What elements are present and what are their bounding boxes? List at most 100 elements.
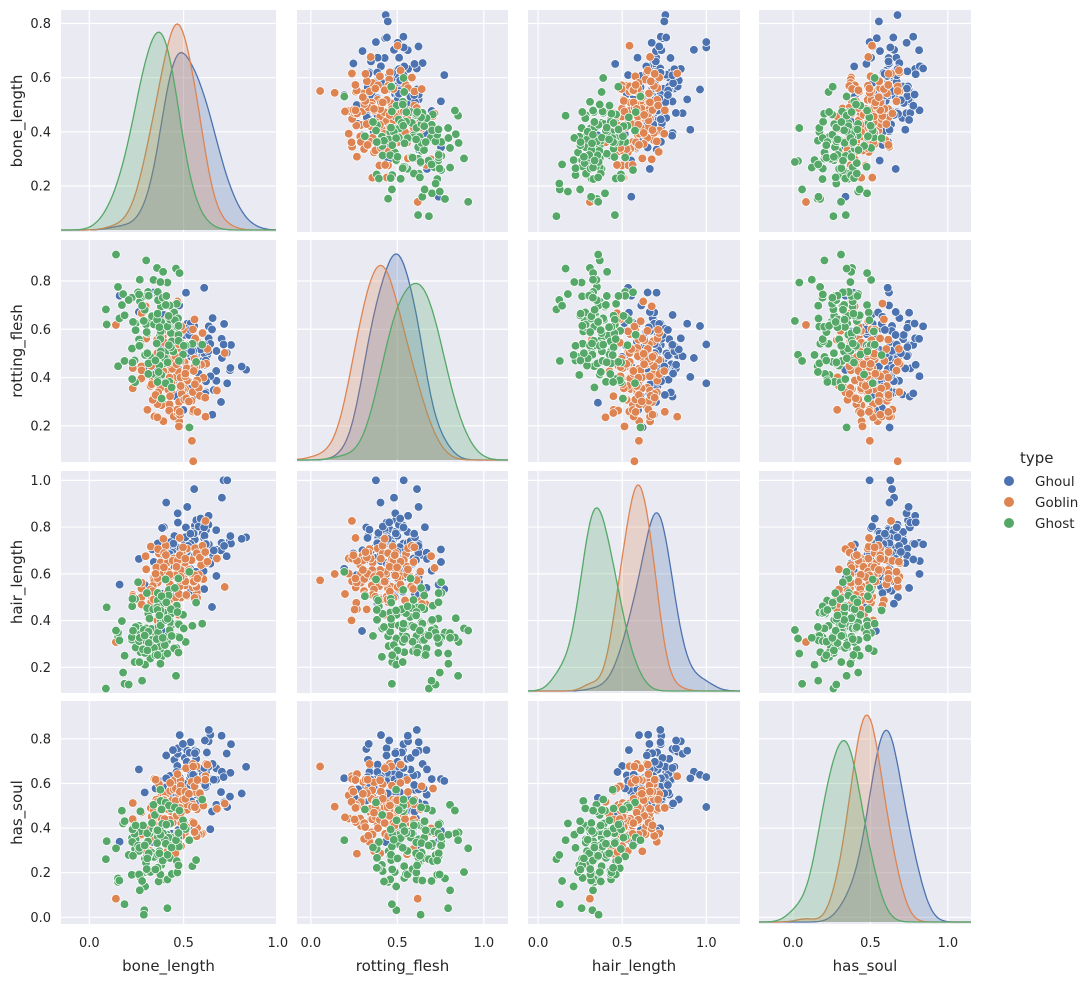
point-ghost (386, 597, 396, 608)
point-goblin (350, 105, 361, 115)
point-ghost (846, 152, 857, 162)
point-ghost (831, 317, 841, 327)
point-ghoul (885, 42, 895, 53)
point-goblin (340, 589, 350, 599)
point-ghoul (202, 747, 212, 758)
point-ghost (156, 591, 167, 601)
point-ghost (862, 632, 872, 643)
point-ghost (372, 137, 382, 147)
point-ghost (173, 647, 184, 658)
point-ghoul (701, 378, 711, 388)
point-ghoul (642, 287, 653, 298)
point-ghost (601, 300, 611, 310)
point-goblin (200, 516, 211, 526)
point-goblin (315, 761, 325, 772)
panel-bone_length-vs-hair_length (528, 10, 740, 232)
point-goblin (362, 76, 372, 86)
point-ghoul (909, 89, 920, 100)
point-goblin (894, 557, 904, 567)
point-ghoul (701, 802, 711, 812)
point-ghost (613, 291, 624, 301)
point-ghoul (211, 525, 221, 535)
point-goblin (181, 590, 191, 600)
point-ghost (161, 300, 171, 310)
point-ghoul (875, 46, 885, 56)
point-ghoul (222, 378, 232, 388)
point-ghost (172, 607, 183, 617)
point-ghoul (665, 53, 676, 63)
point-ghost (111, 843, 121, 853)
panel-bone_length-vs-has_soul (759, 10, 971, 232)
point-ghost (870, 619, 880, 629)
point-ghoul (864, 475, 875, 485)
legend-label-ghoul: Ghoul (1035, 474, 1075, 490)
point-ghoul (892, 532, 903, 542)
panel-hair_length-vs-has_soul (759, 471, 971, 694)
point-ghost (593, 317, 603, 327)
point-ghoul (216, 397, 226, 407)
point-goblin (629, 456, 640, 466)
point-ghost (166, 842, 177, 853)
point-ghost (551, 211, 562, 221)
point-ghost (119, 651, 130, 661)
point-ghost (813, 192, 824, 202)
point-ghost (570, 163, 581, 173)
point-ghost (144, 291, 154, 301)
point-ghost (876, 350, 887, 360)
point-ghoul (682, 319, 692, 329)
point-ghost (613, 819, 624, 830)
point-ghost (191, 855, 201, 865)
point-ghost (392, 152, 403, 162)
point-goblin (631, 407, 641, 417)
y-tick-label: 0.4 (30, 371, 51, 386)
point-ghoul (900, 125, 910, 135)
point-ghost (398, 657, 408, 667)
point-ghost (140, 630, 150, 641)
point-ghost (842, 640, 852, 650)
point-ghost (604, 322, 614, 332)
point-ghoul (364, 525, 375, 535)
point-goblin (653, 100, 663, 111)
point-ghost (554, 850, 564, 860)
point-ghoul (207, 602, 217, 612)
point-ghost (368, 842, 378, 853)
point-ghost (179, 341, 189, 351)
point-ghoul (394, 53, 404, 63)
kde-line-ghost (528, 507, 740, 692)
point-ghost (128, 317, 138, 327)
point-ghoul (413, 502, 424, 512)
point-ghost (866, 121, 876, 131)
point-ghost (459, 153, 469, 164)
point-ghoul (383, 16, 393, 27)
point-ghost (419, 184, 430, 195)
point-goblin (340, 106, 350, 117)
point-goblin (672, 412, 682, 422)
point-ghost (831, 357, 842, 367)
y-tick-label: 0.6 (30, 567, 51, 582)
point-goblin (363, 831, 373, 841)
point-goblin (360, 822, 370, 832)
point-ghost (134, 657, 145, 667)
panel-background (61, 10, 276, 232)
point-ghoul (875, 155, 885, 166)
kde-fill-goblin (61, 24, 276, 230)
point-ghost (154, 848, 165, 858)
point-ghost (585, 327, 595, 337)
y-tick-label: 0.8 (30, 17, 51, 32)
point-ghoul (914, 371, 925, 381)
point-ghoul (667, 131, 677, 141)
point-ghost (372, 605, 382, 615)
point-ghoul (204, 725, 214, 735)
point-goblin (639, 128, 649, 138)
point-ghost (142, 348, 152, 358)
point-ghost (575, 309, 586, 319)
point-goblin (385, 800, 395, 811)
point-ghost (368, 631, 378, 641)
point-ghost (398, 99, 408, 110)
point-goblin (366, 52, 376, 62)
point-ghost (818, 334, 828, 344)
point-ghost (606, 109, 617, 119)
point-ghost (391, 133, 401, 143)
point-ghoul (181, 522, 191, 533)
point-ghost (137, 676, 147, 686)
